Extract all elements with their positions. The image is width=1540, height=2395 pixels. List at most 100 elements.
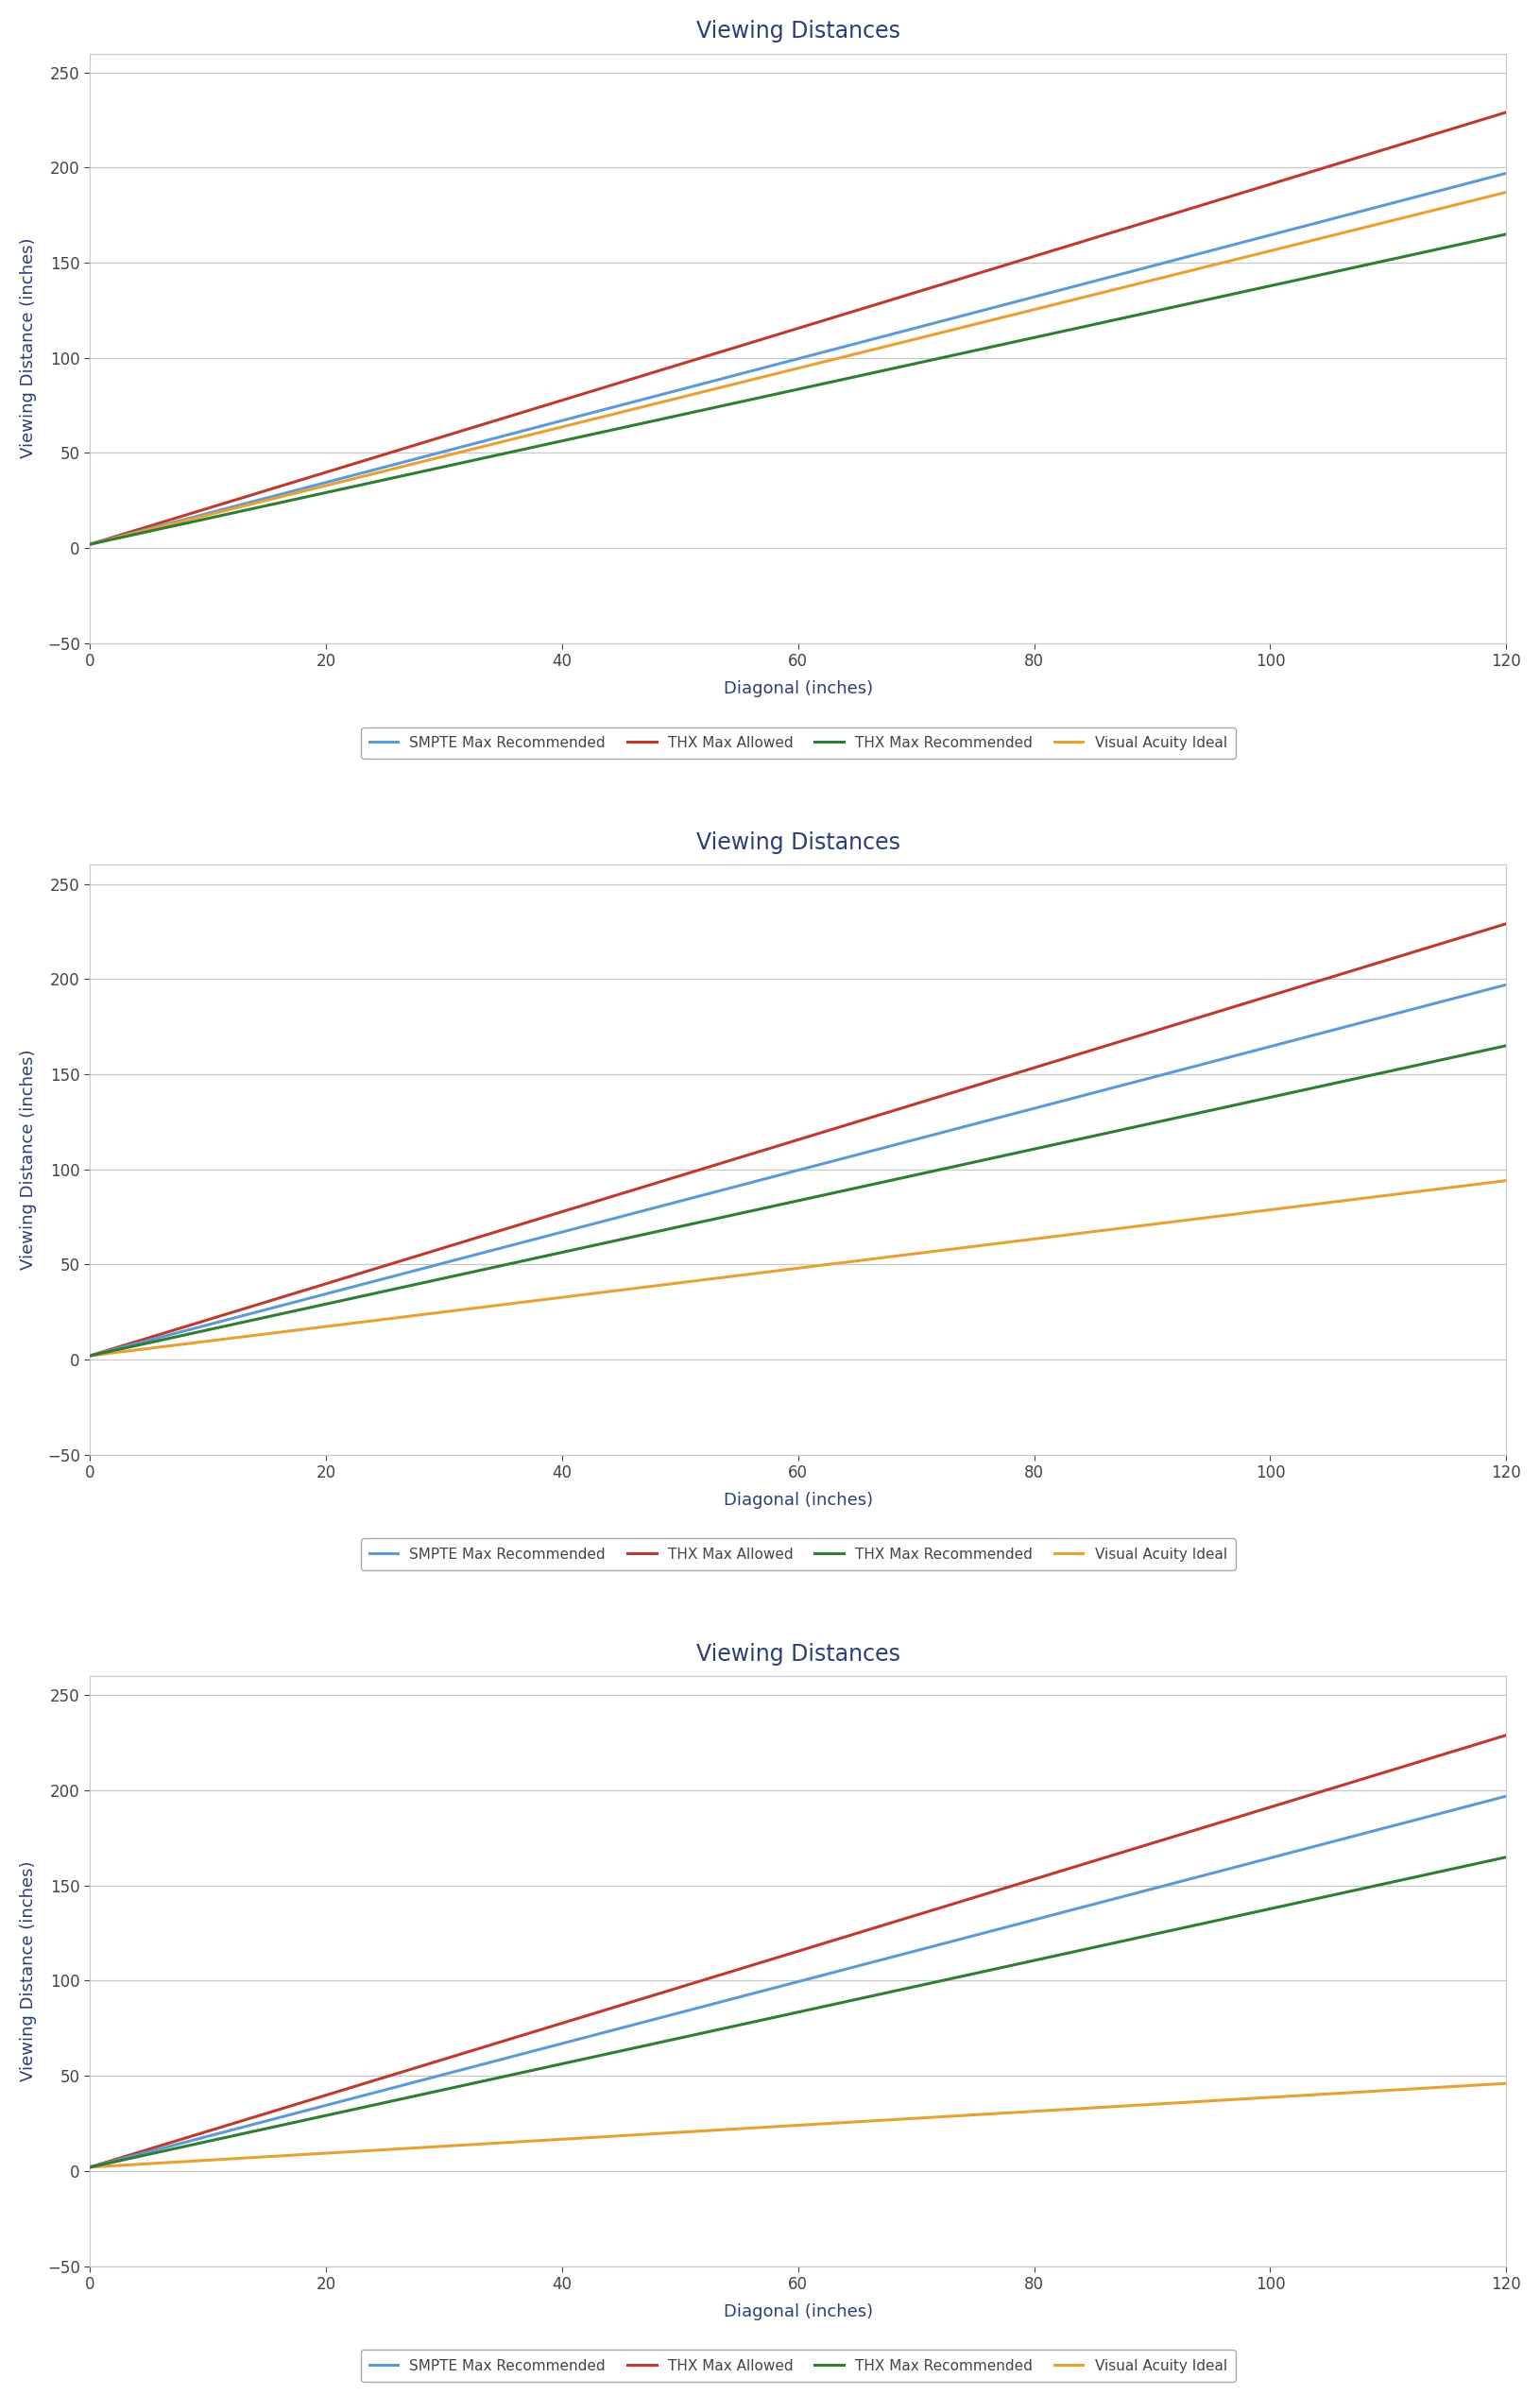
SMPTE Max Recommended <box>761 1164 779 1193</box>
THX Max Allowed <box>922 1897 941 1926</box>
SMPTE Max Recommended <box>922 309 941 338</box>
THX Max Recommended <box>1495 1842 1514 1870</box>
THX Max Allowed <box>922 1085 941 1114</box>
SMPTE Max Recommended <box>922 1933 941 1962</box>
Visual Acuity Ideal <box>1495 1166 1514 1195</box>
Visual Acuity Ideal <box>1461 2072 1480 2100</box>
THX Max Recommended <box>922 345 941 374</box>
Visual Acuity Ideal <box>1241 2084 1260 2112</box>
SMPTE Max Recommended <box>753 354 772 383</box>
SMPTE Max Recommended <box>80 1341 99 1370</box>
Visual Acuity Ideal <box>1495 177 1514 206</box>
Line: SMPTE Max Recommended: SMPTE Max Recommended <box>89 1796 1505 2167</box>
THX Max Recommended <box>1495 1032 1514 1061</box>
THX Max Allowed <box>1461 108 1480 137</box>
X-axis label: Diagonal (inches): Diagonal (inches) <box>722 2304 872 2321</box>
SMPTE Max Recommended <box>761 1973 779 2002</box>
Line: Visual Acuity Ideal: Visual Acuity Ideal <box>89 2084 1505 2167</box>
THX Max Allowed <box>1461 920 1480 948</box>
Line: THX Max Recommended: THX Max Recommended <box>89 1047 1505 1356</box>
Visual Acuity Ideal <box>80 2153 99 2182</box>
Y-axis label: Viewing Distance (inches): Viewing Distance (inches) <box>20 1049 37 1269</box>
Visual Acuity Ideal <box>1495 2069 1514 2098</box>
Visual Acuity Ideal <box>80 529 99 558</box>
SMPTE Max Recommended <box>1241 1849 1260 1878</box>
THX Max Recommended <box>753 2005 772 2033</box>
Visual Acuity Ideal <box>753 2112 772 2141</box>
SMPTE Max Recommended <box>1495 158 1514 187</box>
SMPTE Max Recommended <box>847 1140 865 1169</box>
SMPTE Max Recommended <box>1495 970 1514 999</box>
SMPTE Max Recommended <box>1461 980 1480 1008</box>
Line: SMPTE Max Recommended: SMPTE Max Recommended <box>89 172 1505 544</box>
Visual Acuity Ideal <box>761 1257 779 1286</box>
THX Max Allowed <box>847 1106 865 1135</box>
THX Max Allowed <box>922 273 941 302</box>
SMPTE Max Recommended <box>80 529 99 558</box>
Line: THX Max Allowed: THX Max Allowed <box>89 113 1505 544</box>
SMPTE Max Recommended <box>761 352 779 381</box>
THX Max Allowed <box>753 1135 772 1164</box>
THX Max Recommended <box>80 529 99 558</box>
Y-axis label: Viewing Distance (inches): Viewing Distance (inches) <box>20 237 37 457</box>
Line: THX Max Recommended: THX Max Recommended <box>89 235 1505 544</box>
Visual Acuity Ideal <box>922 1238 941 1267</box>
THX Max Allowed <box>1241 175 1260 204</box>
Visual Acuity Ideal <box>922 2103 941 2132</box>
Visual Acuity Ideal <box>847 2108 865 2136</box>
Line: SMPTE Max Recommended: SMPTE Max Recommended <box>89 984 1505 1356</box>
THX Max Allowed <box>1461 1732 1480 1760</box>
THX Max Allowed <box>1495 1722 1514 1751</box>
Line: THX Max Allowed: THX Max Allowed <box>89 924 1505 1356</box>
Legend: SMPTE Max Recommended, THX Max Allowed, THX Max Recommended, Visual Acuity Ideal: SMPTE Max Recommended, THX Max Allowed, … <box>360 2349 1235 2381</box>
THX Max Recommended <box>80 2153 99 2182</box>
Line: THX Max Recommended: THX Max Recommended <box>89 1856 1505 2167</box>
SMPTE Max Recommended <box>847 1952 865 1981</box>
Visual Acuity Ideal <box>1241 242 1260 271</box>
THX Max Recommended <box>847 362 865 390</box>
Visual Acuity Ideal <box>1461 1171 1480 1200</box>
SMPTE Max Recommended <box>80 2153 99 2182</box>
THX Max Allowed <box>761 1945 779 1973</box>
Visual Acuity Ideal <box>922 321 941 350</box>
Visual Acuity Ideal <box>753 362 772 390</box>
SMPTE Max Recommended <box>753 1164 772 1193</box>
THX Max Allowed <box>761 321 779 350</box>
THX Max Allowed <box>1495 98 1514 127</box>
Title: Viewing Distances: Viewing Distances <box>696 831 899 853</box>
THX Max Recommended <box>761 381 779 410</box>
SMPTE Max Recommended <box>1495 1782 1514 1811</box>
THX Max Recommended <box>761 1193 779 1221</box>
THX Max Allowed <box>80 529 99 558</box>
THX Max Allowed <box>761 1133 779 1162</box>
Visual Acuity Ideal <box>80 1341 99 1370</box>
SMPTE Max Recommended <box>1461 1791 1480 1820</box>
X-axis label: Diagonal (inches): Diagonal (inches) <box>722 1492 872 1509</box>
Legend: SMPTE Max Recommended, THX Max Allowed, THX Max Recommended, Visual Acuity Ideal: SMPTE Max Recommended, THX Max Allowed, … <box>360 1538 1235 1571</box>
Line: Visual Acuity Ideal: Visual Acuity Ideal <box>89 1181 1505 1356</box>
THX Max Allowed <box>847 297 865 326</box>
THX Max Recommended <box>761 2005 779 2033</box>
SMPTE Max Recommended <box>1241 1037 1260 1066</box>
SMPTE Max Recommended <box>847 328 865 357</box>
THX Max Recommended <box>1461 1851 1480 1880</box>
THX Max Recommended <box>922 1969 941 1997</box>
THX Max Recommended <box>847 1985 865 2014</box>
Title: Viewing Distances: Viewing Distances <box>696 1643 899 1665</box>
Visual Acuity Ideal <box>1241 1198 1260 1226</box>
THX Max Recommended <box>753 383 772 412</box>
THX Max Recommended <box>753 1195 772 1224</box>
Line: Visual Acuity Ideal: Visual Acuity Ideal <box>89 192 1505 544</box>
Y-axis label: Viewing Distance (inches): Viewing Distance (inches) <box>20 1861 37 2081</box>
THX Max Allowed <box>1495 910 1514 939</box>
THX Max Recommended <box>922 1157 941 1186</box>
THX Max Recommended <box>1495 220 1514 249</box>
THX Max Allowed <box>753 326 772 354</box>
SMPTE Max Recommended <box>1241 225 1260 254</box>
THX Max Recommended <box>1461 1039 1480 1068</box>
SMPTE Max Recommended <box>922 1121 941 1150</box>
Legend: SMPTE Max Recommended, THX Max Allowed, THX Max Recommended, Visual Acuity Ideal: SMPTE Max Recommended, THX Max Allowed, … <box>360 728 1235 759</box>
THX Max Allowed <box>80 1341 99 1370</box>
Visual Acuity Ideal <box>1461 187 1480 216</box>
Visual Acuity Ideal <box>847 1245 865 1274</box>
